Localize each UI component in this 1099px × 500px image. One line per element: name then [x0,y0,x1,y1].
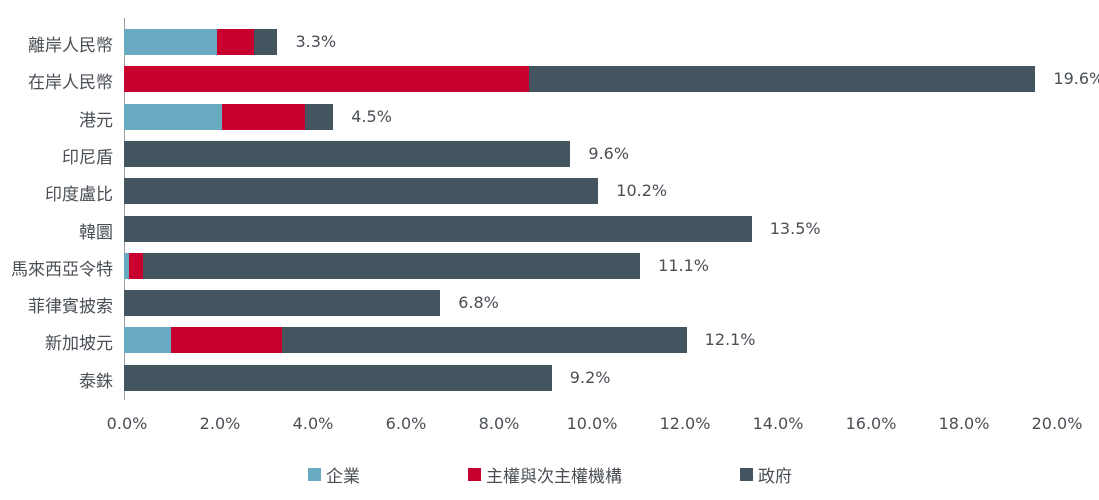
category-label: 港元 [79,110,113,131]
bar-segment [128,252,143,279]
bar-segment [124,364,552,391]
x-tick-label: 2.0% [199,414,241,433]
bar-segment [124,178,599,205]
bar-segment [124,252,129,279]
category-label: 馬來西亞令特 [11,259,113,280]
bar-row [124,252,641,279]
bar-segment [124,215,752,242]
bar-segment [124,103,222,130]
total-value-label: 19.6% [1053,69,1099,89]
category-label: 離岸人民幣 [28,36,113,56]
bar-segment [305,103,334,130]
bar-segment [124,140,571,167]
total-value-label: 9.2% [569,367,611,387]
legend-swatch-icon [468,468,481,481]
legend-label: 企業 [326,467,360,487]
bar-segment [254,29,278,55]
total-value-label: 6.8% [458,293,499,313]
category-label: 印尼盾 [62,147,113,168]
bar-segment [282,327,687,354]
bar-row [124,327,687,354]
total-value-label: 9.6% [588,143,630,163]
x-tick-label: 18.0% [938,414,990,433]
bar-row [124,178,599,205]
bar-row [124,290,441,317]
bar-row [124,29,278,55]
legend-label: 主權與次主權機構 [486,467,622,487]
category-label: 菲律賓披索 [28,297,113,318]
total-value-label: 3.3% [295,32,337,51]
x-tick-label: 14.0% [752,414,804,433]
legend-label: 政府 [758,467,792,487]
bar-segment [124,290,441,317]
x-tick-label: 16.0% [845,414,897,433]
bar-row [124,140,571,167]
total-value-label: 10.2% [616,181,668,201]
bar-segment [124,29,217,55]
x-tick-label: 12.0% [659,414,711,433]
category-label: 新加坡元 [45,334,113,355]
bar-row [124,364,552,391]
x-tick-label: 8.0% [478,414,520,433]
x-tick-label: 6.0% [385,414,427,433]
y-axis-line [124,18,125,400]
bar-row [124,66,1036,93]
category-label: 泰銖 [79,371,113,392]
legend-swatch-icon [740,468,753,481]
bar-segment [528,66,1036,93]
bar-segment [170,327,283,354]
category-label: 印度盧比 [45,185,113,206]
legend-item: 企業 [308,462,360,487]
legend-swatch-icon [308,468,321,481]
x-tick-label: 4.0% [292,414,334,433]
x-tick-label: 10.0% [566,414,618,433]
category-label: 韓圜 [79,222,113,243]
bar-segment [221,103,306,130]
bar-segment [124,66,529,93]
bar-row [124,103,334,130]
total-value-label: 4.5% [351,106,392,126]
bar-segment [217,29,255,55]
total-value-label: 12.1% [704,330,756,350]
x-tick-label: 0.0% [106,414,148,433]
category-label: 在岸人民幣 [28,73,113,94]
x-tick-label: 20.0% [1031,414,1083,433]
total-value-label: 11.1% [658,255,709,275]
total-value-label: 13.5% [769,218,821,238]
bar-segment [124,327,171,354]
bar-row [124,215,752,242]
bar-segment [142,252,641,279]
legend-item: 政府 [740,462,792,487]
legend-item: 主權與次主權機構 [468,462,622,487]
